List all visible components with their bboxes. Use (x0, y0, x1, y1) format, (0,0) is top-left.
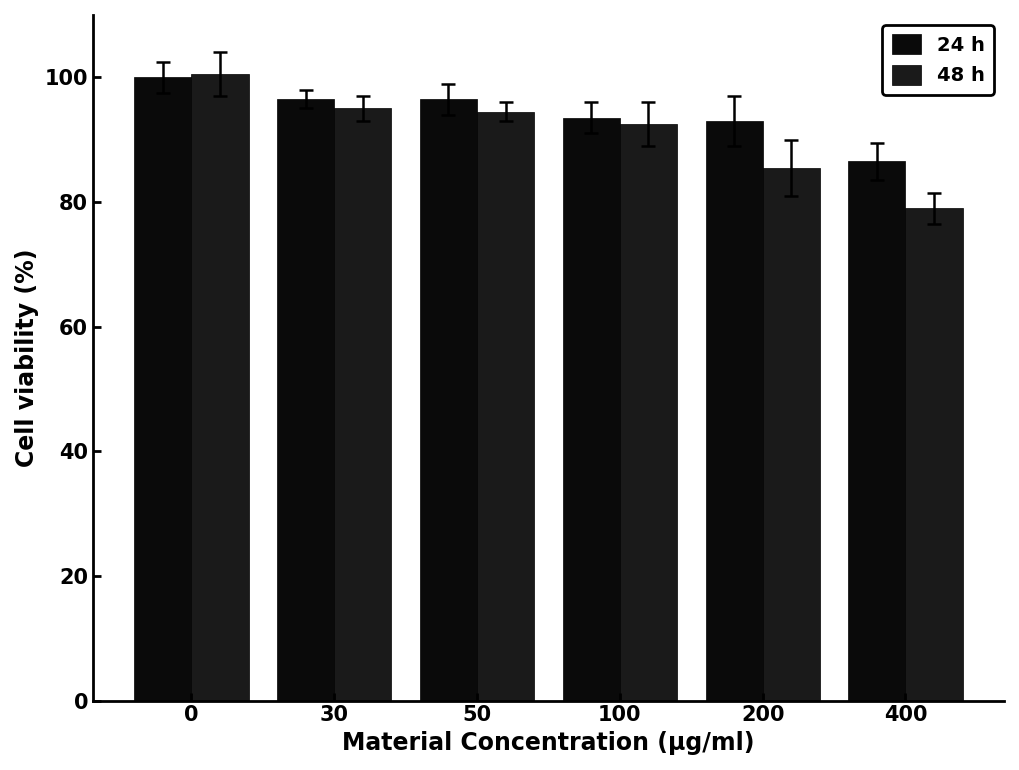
Bar (906, 208, 963, 701)
Bar (762, 168, 819, 701)
Bar (420, 99, 477, 701)
Bar (135, 77, 192, 701)
X-axis label: Material Concentration (μg/ml): Material Concentration (μg/ml) (342, 731, 755, 755)
Bar (277, 99, 334, 701)
Bar (620, 124, 677, 701)
Bar (334, 109, 391, 701)
Bar (192, 74, 249, 701)
Y-axis label: Cell viability (%): Cell viability (%) (15, 249, 39, 467)
Bar (562, 118, 620, 701)
Bar (849, 162, 906, 701)
Bar (705, 121, 762, 701)
Legend: 24 h, 48 h: 24 h, 48 h (882, 25, 995, 95)
Bar (477, 112, 534, 701)
